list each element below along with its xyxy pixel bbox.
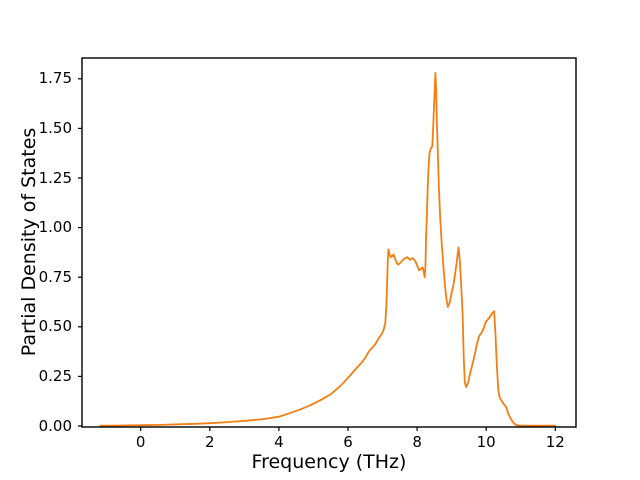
x-axis-label: Frequency (THz) xyxy=(251,451,407,473)
x-tick-label: 4 xyxy=(274,433,284,451)
x-tick-label: 6 xyxy=(343,433,353,451)
y-tick-label: 0.00 xyxy=(38,416,72,435)
y-axis-label: Partial Density of States xyxy=(18,127,40,357)
y-tick-label: 1.25 xyxy=(38,168,72,187)
x-tick-label: 8 xyxy=(412,433,422,451)
y-tick-label: 1.50 xyxy=(38,118,72,137)
plot-border xyxy=(81,57,577,428)
y-tick-label: 0.50 xyxy=(38,317,72,336)
y-tick-label: 0.75 xyxy=(38,267,72,286)
x-tick-label: 10 xyxy=(476,433,496,451)
x-tick-label: 12 xyxy=(545,433,565,451)
x-tick-label: 0 xyxy=(135,433,146,451)
x-tick-label: 2 xyxy=(205,433,215,451)
y-tick-label: 1.75 xyxy=(38,69,72,88)
y-tick-label: 1.00 xyxy=(38,218,72,237)
y-tick-label: 0.25 xyxy=(38,366,72,385)
partial-dos-curve xyxy=(99,72,557,427)
